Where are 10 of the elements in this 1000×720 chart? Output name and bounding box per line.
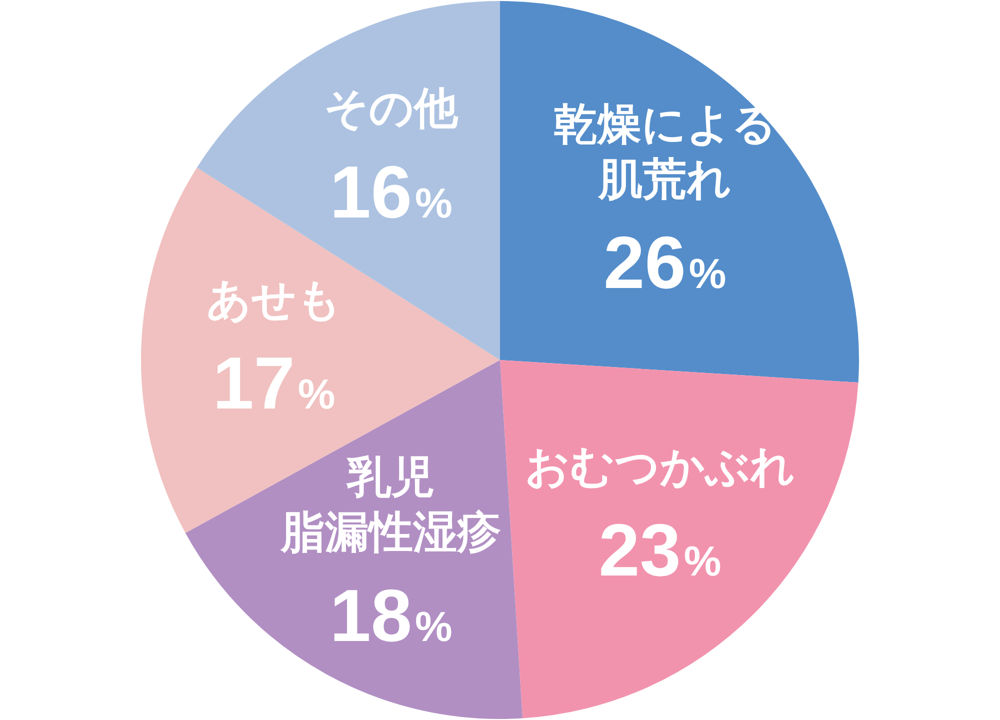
data-label: 18%: [330, 574, 452, 658]
slice-label: 乳児脂漏性湿疹: [280, 452, 502, 558]
data-label: 17%: [212, 341, 336, 424]
data-label: 26%: [604, 221, 726, 304]
slice-label: 乾燥による肌荒れ: [553, 99, 776, 206]
slice-label: あせも: [206, 274, 342, 326]
data-label: 23%: [598, 508, 722, 592]
slice-label: おむつかぶれ: [524, 441, 795, 492]
slice-label: その他: [324, 83, 460, 134]
data-label: 16%: [330, 150, 452, 234]
